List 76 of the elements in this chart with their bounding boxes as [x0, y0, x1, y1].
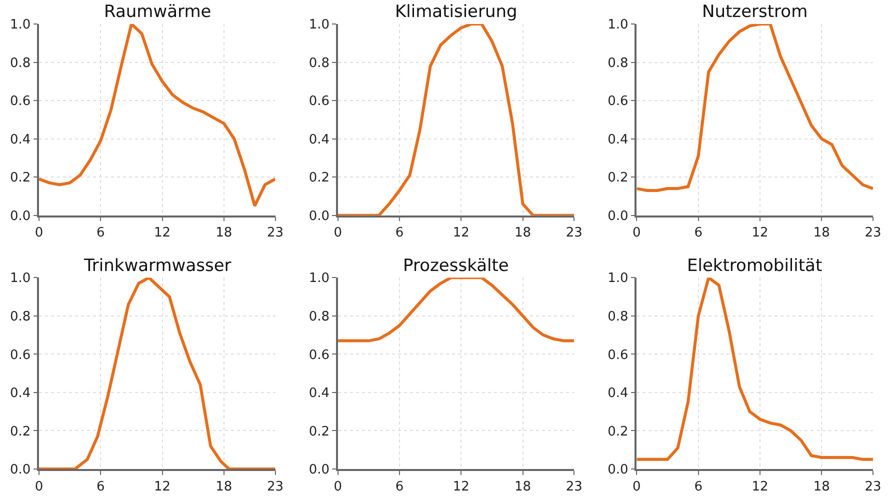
y-tick-label: 0.6	[308, 94, 330, 110]
x-tick-label: 6	[96, 479, 105, 494]
y-tick-label: 0.2	[10, 424, 31, 440]
chart-title: Klimatisierung	[395, 2, 518, 22]
x-tick-label: 6	[694, 226, 702, 241]
y-tick-label: 0.8	[308, 56, 330, 71]
x-tick-label: 12	[452, 479, 470, 494]
x-tick-label: 18	[216, 479, 232, 494]
x-tick-label: 23	[267, 479, 284, 494]
y-tick-label: 0.0	[10, 462, 31, 478]
line-series	[636, 24, 873, 192]
y-tick-label: 0.4	[608, 386, 628, 402]
x-tick-label: 18	[514, 226, 532, 241]
y-tick-label: 0.4	[10, 132, 31, 148]
y-tick-label: 0.0	[308, 462, 330, 478]
chart-title: Prozesskälte	[403, 256, 509, 276]
y-tick-label: 0.8	[308, 309, 330, 324]
x-tick-label: 0	[34, 226, 44, 241]
y-tick-label: 1.0	[308, 18, 330, 33]
y-tick-label: 0.2	[608, 424, 628, 440]
x-tick-label: 12	[752, 226, 768, 241]
x-tick-label: 12	[154, 226, 171, 241]
x-tick-label: 23	[267, 226, 284, 241]
y-tick-label: 0.4	[10, 386, 31, 402]
y-tick-label: 0.4	[308, 386, 330, 402]
chart-title: Raumwärme	[104, 2, 212, 22]
x-tick-label: 23	[566, 479, 582, 494]
y-tick-label: 1.0	[308, 271, 330, 286]
y-tick-label: 0.0	[308, 208, 330, 224]
x-tick-label: 0	[632, 226, 641, 241]
chart-title: Elektromobilität	[687, 256, 822, 276]
y-tick-label: 0.0	[10, 208, 31, 224]
line-series	[338, 278, 574, 342]
y-tick-label: 0.6	[10, 94, 31, 110]
y-tick-label: 0.6	[608, 94, 628, 110]
x-tick-label: 6	[694, 479, 702, 494]
y-tick-label: 0.8	[608, 309, 628, 324]
x-tick-label: 23	[864, 479, 882, 494]
y-tick-label: 1.0	[608, 18, 628, 33]
y-tick-label: 0.0	[608, 462, 628, 478]
chart-title: Trinkwarmwasser	[83, 256, 232, 276]
y-tick-label: 1.0	[10, 18, 31, 33]
chart-title: Nutzerstrom	[702, 2, 808, 22]
y-tick-label: 1.0	[10, 271, 31, 286]
x-tick-label: 0	[334, 479, 342, 494]
x-tick-label: 6	[395, 226, 404, 241]
y-tick-label: 1.0	[608, 271, 628, 286]
x-tick-label: 18	[813, 479, 830, 494]
line-series	[39, 24, 276, 208]
x-tick-label: 23	[566, 226, 582, 241]
y-tick-label: 0.2	[308, 170, 330, 186]
x-tick-label: 6	[96, 226, 105, 241]
y-tick-label: 0.8	[10, 309, 31, 324]
x-tick-label: 6	[395, 479, 404, 494]
x-tick-label: 0	[34, 479, 44, 494]
x-tick-label: 12	[752, 479, 768, 494]
line-series	[636, 278, 873, 461]
y-tick-label: 0.6	[308, 348, 330, 363]
y-tick-label: 0.2	[308, 424, 330, 440]
y-tick-label: 0.6	[608, 348, 628, 363]
y-tick-label: 0.8	[608, 56, 628, 71]
x-tick-label: 0	[632, 479, 641, 494]
y-tick-label: 0.2	[608, 170, 628, 186]
x-tick-label: 18	[813, 226, 830, 241]
y-tick-label: 0.8	[10, 56, 31, 71]
y-tick-label: 0.2	[10, 170, 31, 186]
x-tick-label: 23	[864, 226, 882, 241]
y-tick-label: 0.4	[608, 132, 628, 148]
y-tick-label: 0.4	[308, 132, 330, 148]
x-tick-label: 12	[452, 226, 470, 241]
x-tick-label: 18	[216, 226, 232, 241]
y-tick-label: 0.6	[10, 348, 31, 363]
x-tick-label: 12	[154, 479, 171, 494]
x-tick-label: 18	[514, 479, 532, 494]
x-tick-label: 0	[334, 226, 342, 241]
y-tick-label: 0.0	[608, 208, 628, 224]
